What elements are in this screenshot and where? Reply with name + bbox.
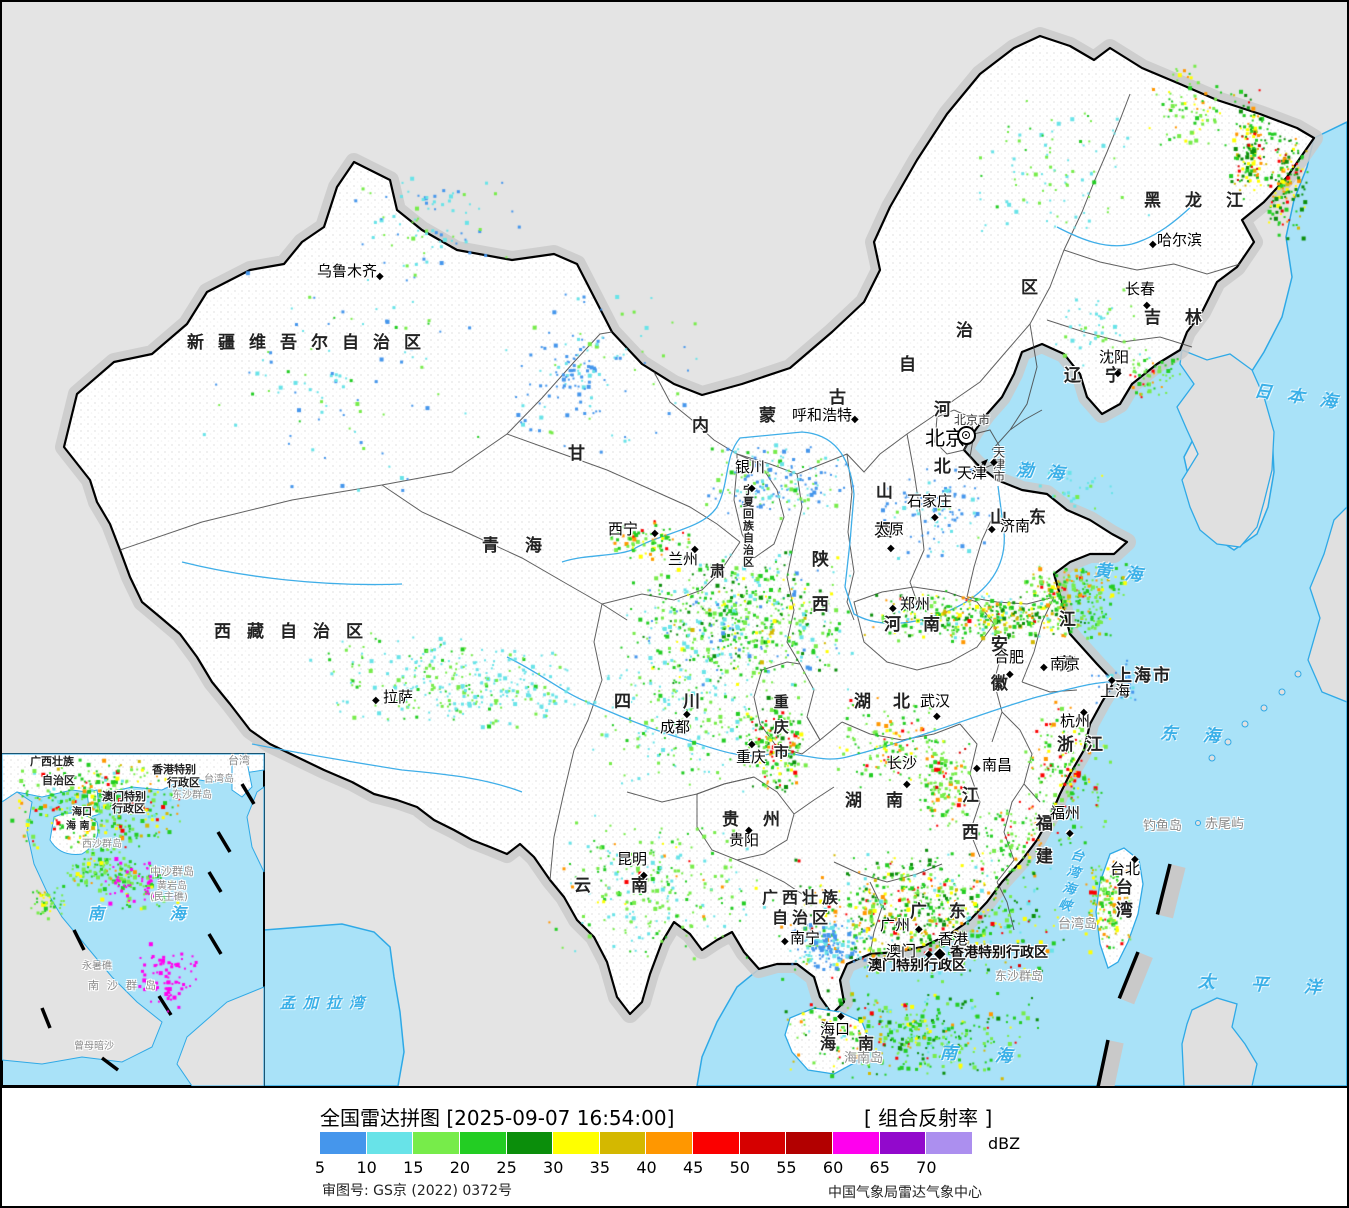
scale-tick: 60 [822,1158,844,1177]
scale-tick: 5 [314,1158,326,1177]
color-scale-bar [320,1132,973,1154]
scale-tick: 55 [776,1158,797,1177]
scale-color-35 [599,1132,647,1154]
scale-tick: 25 [496,1158,517,1177]
scale-color-40 [646,1132,694,1154]
scale-color-50 [739,1132,787,1154]
product-label: [ 组合反射率 ] [864,1106,993,1130]
radar-map-canvas: 新疆维吾尔自治区 西藏自治区 青海甘肃内蒙古自治区黑龙江 吉林 辽宁 河北 山西 山东 河南 陕西… [2,2,1347,1088]
scale-tick: 65 [869,1158,890,1177]
scale-tick: 35 [589,1158,611,1177]
radar-echo-layer [2,2,1347,1086]
scale-tick: 40 [636,1158,657,1177]
scale-color-25 [506,1132,554,1154]
scale-tick: 50 [729,1158,750,1177]
scale-unit-label: dBZ [988,1134,1021,1153]
scale-color-30 [553,1132,600,1154]
map-title: 全国雷达拼图 [2025-09-07 16:54:00] [320,1106,675,1130]
scale-color-5 [320,1132,367,1154]
agency-credit: 中国气象局雷达气象中心 [828,1185,982,1201]
scale-color-65 [879,1132,927,1154]
scale-tick: 10 [356,1158,377,1177]
scale-tick: 20 [449,1158,471,1177]
map-approval-number: 审图号: GS京 (2022) 0372号 [322,1183,512,1199]
scale-tick: 70 [916,1158,937,1177]
scale-color-55 [786,1132,834,1154]
scale-color-60 [833,1132,880,1154]
scale-tick: 45 [682,1158,704,1177]
scale-tick: 30 [543,1158,564,1177]
scale-color-45 [693,1132,740,1154]
scale-color-15 [413,1132,460,1154]
legend-panel: 全国雷达拼图 [2025-09-07 16:54:00] [ 组合反射率 ] 5… [2,1088,1347,1206]
scale-tick: 15 [403,1158,424,1177]
scale-color-10 [366,1132,414,1154]
scale-color-20 [459,1132,507,1154]
scale-color-70 [926,1132,973,1154]
color-scale-ticks: 5 10 15 20 25 30 35 40 45 50 55 60 65 70 [2,1158,1347,1177]
